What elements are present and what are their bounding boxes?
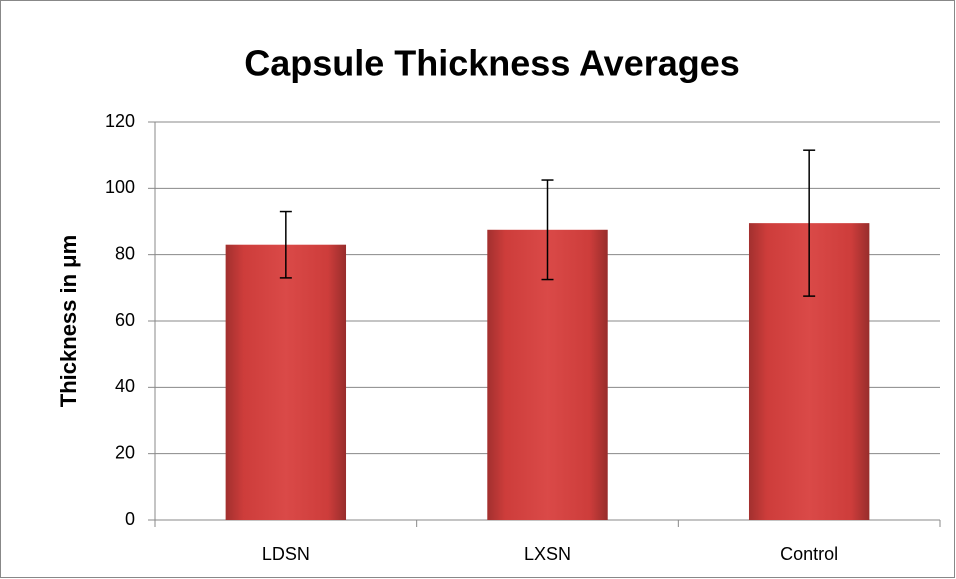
- y-tick-label: 0: [125, 509, 135, 529]
- y-tick-label: 120: [105, 111, 135, 131]
- x-tick-label: LXSN: [524, 544, 571, 564]
- chart-title: Capsule Thickness Averages: [244, 43, 740, 84]
- y-tick-label: 40: [115, 376, 135, 396]
- y-tick-label: 80: [115, 243, 135, 263]
- y-axis-label: Thickness in μm: [56, 235, 81, 407]
- x-tick-label: Control: [780, 544, 838, 564]
- bar-shade: [225, 244, 347, 520]
- y-tick-label: 20: [115, 442, 135, 462]
- y-tick-label: 100: [105, 177, 135, 197]
- x-tick-label: LDSN: [262, 544, 310, 564]
- y-tick-label: 60: [115, 310, 135, 330]
